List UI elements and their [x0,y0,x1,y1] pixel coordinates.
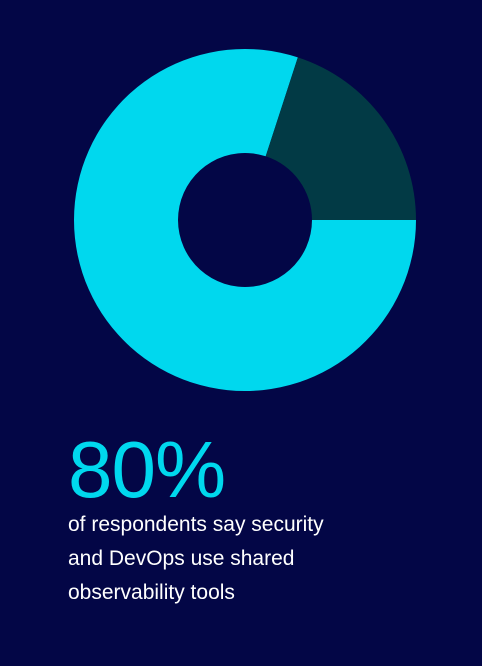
donut-slice-1 [73,48,416,392]
stat-caption: of respondents say security and DevOps u… [68,513,324,604]
donut-chart [73,48,416,392]
headline-percentage: 80% [68,425,226,514]
donut-slice-2 [265,57,416,220]
donut-chart-svg [73,48,416,392]
